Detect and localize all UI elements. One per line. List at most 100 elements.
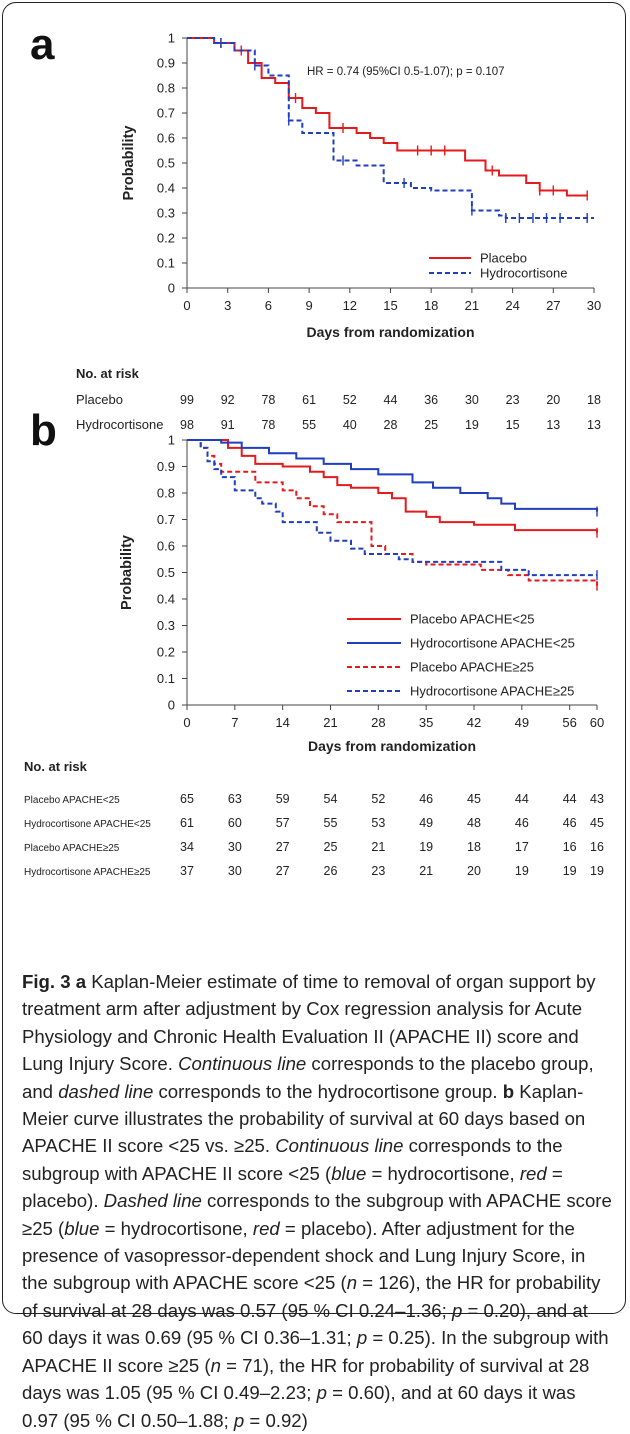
- x-tick-label: 21: [465, 298, 479, 313]
- at-risk-value: 43: [590, 792, 604, 806]
- y-tick-label: 1: [168, 31, 175, 46]
- at-risk-value: 19: [465, 418, 479, 432]
- caption-italic: Dashed line: [103, 1190, 202, 1212]
- at-risk-value: 30: [228, 840, 242, 854]
- y-tick-label: 0.7: [157, 512, 175, 527]
- at-risk-value: 25: [424, 418, 438, 432]
- y-tick-label: 0.1: [157, 256, 175, 271]
- at-risk-value: 78: [261, 418, 275, 432]
- at-risk-value: 37: [180, 864, 194, 878]
- y-tick-label: 0.9: [157, 56, 175, 71]
- at-risk-value: 40: [343, 418, 357, 432]
- caption-italic: Continuous line: [275, 1135, 404, 1157]
- at-risk-value: 23: [506, 393, 520, 407]
- at-risk-value: 23: [371, 864, 385, 878]
- x-tick-label: 28: [371, 715, 385, 730]
- at-risk-value: 18: [467, 840, 481, 854]
- y-tick-label: 0.8: [157, 486, 175, 501]
- panel-letter-a: a: [30, 20, 55, 69]
- at-risk-value: 16: [563, 840, 577, 854]
- x-tick-label: 60: [590, 715, 604, 730]
- x-tick-label: 30: [587, 298, 601, 313]
- at-risk-value: 46: [515, 816, 529, 830]
- at-risk-value: 34: [180, 840, 194, 854]
- at-risk-value: 45: [467, 792, 481, 806]
- caption-italic: blue: [331, 1162, 367, 1184]
- at-risk-value: 20: [467, 864, 481, 878]
- at-risk-value: 60: [228, 816, 242, 830]
- y-tick-label: 0.3: [157, 618, 175, 633]
- y-axis-label: Probability: [119, 535, 135, 610]
- at-risk-value: 61: [180, 816, 194, 830]
- at-risk-value: 20: [546, 393, 560, 407]
- at-risk-row-label: Placebo: [76, 392, 123, 407]
- caption-italic: n: [346, 1272, 358, 1294]
- x-tick-label: 7: [231, 715, 238, 730]
- at-risk-value: 91: [221, 418, 235, 432]
- at-risk-value: 46: [419, 792, 433, 806]
- y-axis-label: Probability: [121, 126, 137, 201]
- km-curve-1: [187, 439, 598, 533]
- at-risk-value: 65: [180, 792, 194, 806]
- x-tick-label: 3: [224, 298, 231, 313]
- figure-frame: [2, 2, 626, 1314]
- y-tick-label: 0.1: [157, 671, 175, 686]
- x-tick-label: 14: [275, 715, 289, 730]
- at-risk-value: 15: [506, 418, 520, 432]
- at-risk-value: 30: [228, 864, 242, 878]
- caption-text: = hydrocortisone,: [366, 1162, 520, 1184]
- y-tick-label: 0.5: [157, 156, 175, 171]
- y-tick-label: 0: [168, 281, 175, 296]
- at-risk-row-label: Hydrocortisone APACHE≥25: [24, 867, 151, 878]
- figure-caption: Fig. 3 a Kaplan-Meier estimate of time t…: [22, 968, 612, 1434]
- caption-text: = 0.92): [244, 1409, 308, 1431]
- at-risk-value: 61: [302, 393, 316, 407]
- at-risk-value: 44: [384, 393, 398, 407]
- x-axis-label: Days from randomization: [306, 324, 474, 340]
- at-risk-value: 78: [261, 393, 275, 407]
- at-risk-value: 28: [384, 418, 398, 432]
- y-tick-label: 0.9: [157, 459, 175, 474]
- at-risk-value: 13: [587, 418, 601, 432]
- at-risk-value: 17: [515, 840, 529, 854]
- y-tick-label: 1: [168, 433, 175, 448]
- caption-text: Kaplan-Meier estimate of time to removal…: [22, 971, 596, 1075]
- at-risk-row-label: Placebo APACHE<25: [24, 795, 120, 806]
- at-risk-value: 25: [324, 840, 338, 854]
- at-risk-value: 52: [371, 792, 385, 806]
- at-risk-value: 45: [590, 816, 604, 830]
- at-risk-value: 44: [563, 792, 577, 806]
- at-risk-value: 98: [180, 418, 194, 432]
- caption-italic: p: [356, 1327, 368, 1349]
- at-risk-value: 54: [324, 792, 338, 806]
- km-curve-2: [187, 439, 598, 512]
- x-tick-label: 0: [183, 715, 190, 730]
- panel-letter-b: b: [30, 406, 57, 455]
- at-risk-value: 99: [180, 393, 194, 407]
- y-tick-label: 0.4: [157, 592, 175, 607]
- legend-label-4: Hydrocortisone APACHE≥25: [410, 684, 574, 699]
- x-tick-label: 18: [424, 298, 438, 313]
- at-risk-value: 19: [419, 840, 433, 854]
- km-curve-2: [187, 37, 594, 219]
- legend-label-2: Hydrocortisone APACHE<25: [410, 636, 575, 651]
- at-risk-value: 18: [587, 393, 601, 407]
- at-risk-value: 49: [419, 816, 433, 830]
- x-tick-label: 42: [467, 715, 481, 730]
- at-risk-value: 19: [590, 864, 604, 878]
- legend-label-2: Hydrocortisone: [480, 266, 567, 281]
- caption-italic: red: [252, 1217, 280, 1239]
- x-tick-label: 27: [546, 298, 560, 313]
- caption-italic: p: [316, 1382, 327, 1404]
- at-risk-value: 48: [467, 816, 481, 830]
- legend-label-1: Placebo APACHE<25: [410, 612, 534, 627]
- caption-fig-label: Fig. 3: [22, 971, 71, 992]
- caption-text: Kaplan-Meier curve illustrates the proba…: [22, 1080, 586, 1157]
- legend-label-3: Placebo APACHE≥25: [410, 660, 534, 675]
- caption-italic: p: [451, 1299, 463, 1321]
- caption-text: corresponds to the hydrocortisone group.: [153, 1080, 503, 1102]
- at-risk-value: 30: [465, 393, 479, 407]
- at-risk-value: 92: [221, 393, 235, 407]
- at-risk-row-label: Placebo APACHE≥25: [24, 843, 120, 854]
- at-risk-value: 57: [276, 816, 290, 830]
